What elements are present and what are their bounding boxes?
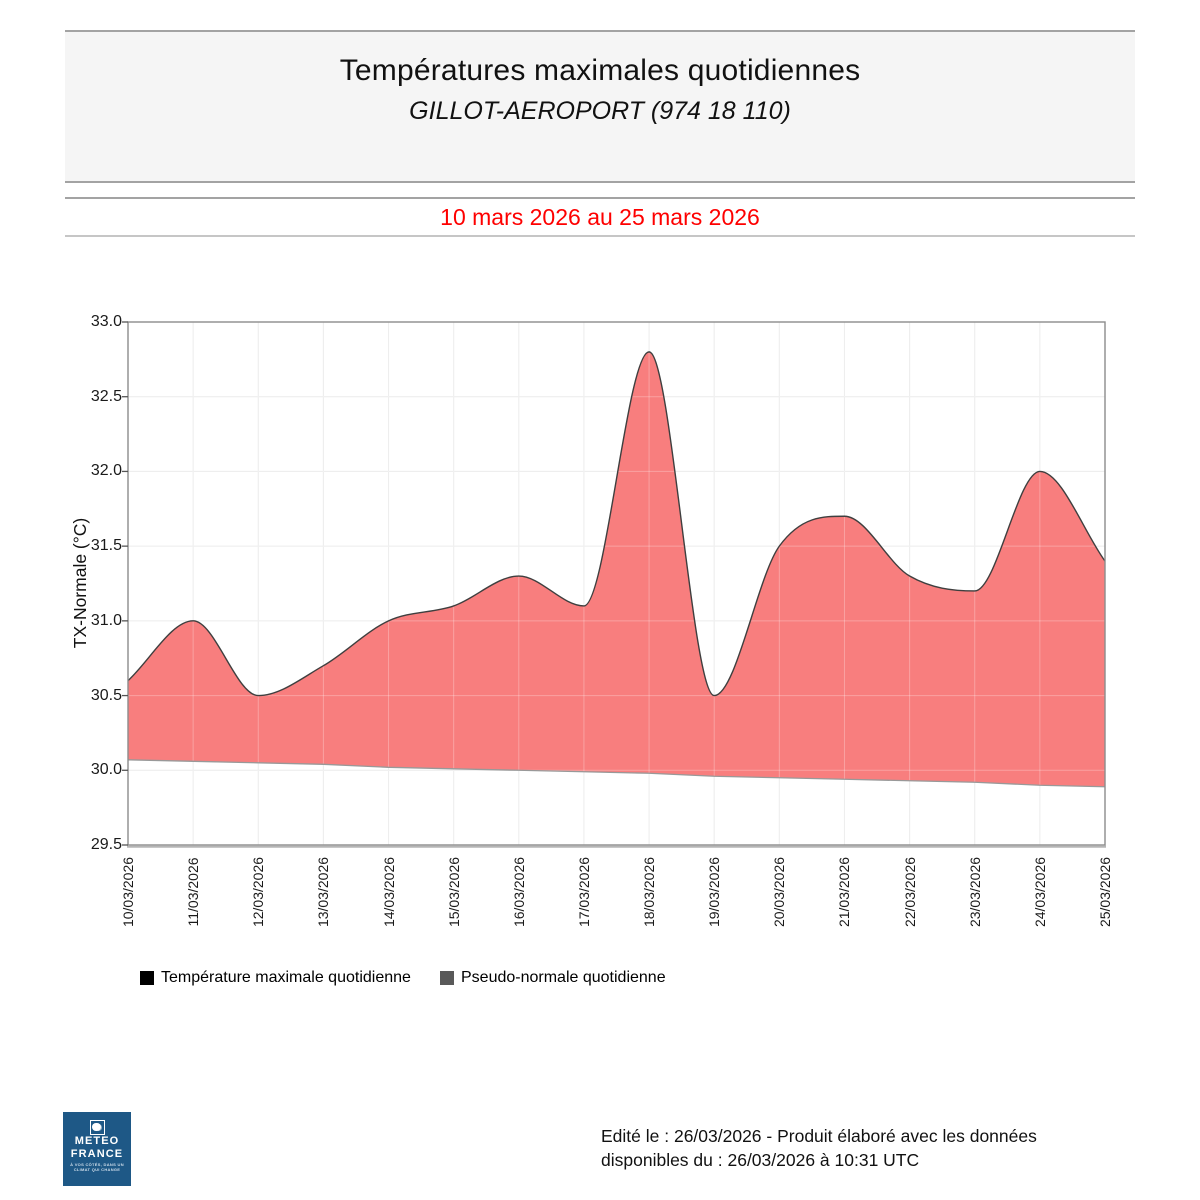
- legend-label-tx: Température maximale quotidienne: [161, 969, 411, 986]
- plot-frame: [127, 321, 1106, 846]
- period-band: 10 mars 2026 au 25 mars 2026: [65, 197, 1135, 237]
- tx-area-fill: [128, 351, 1105, 787]
- x-tick-label: 14/03/2026: [380, 856, 397, 928]
- x-tick-label: 10/03/2026: [120, 856, 136, 928]
- y-tick-label: 32.0: [90, 462, 122, 480]
- x-tick-label: 21/03/2026: [836, 856, 853, 928]
- y-axis-title: TX-Normale (°C): [70, 517, 90, 649]
- y-tick-label: 31.5: [90, 537, 122, 555]
- tx-max-line: [127, 351, 1106, 697]
- y-tick-label: 29.5: [90, 836, 122, 853]
- legend-swatch-tx: [140, 971, 154, 985]
- station-subtitle: GILLOT-AEROPORT (974 18 110): [409, 97, 791, 125]
- edition-note: Edité le : 26/03/2026 - Produit élaboré …: [601, 1125, 1037, 1172]
- y-tick-label: 30.5: [90, 686, 122, 704]
- legend-item-normale: Pseudo-normale quotidienne: [440, 965, 666, 991]
- logo-word-france: FRANCE: [70, 1147, 124, 1160]
- x-tick-label: 24/03/2026: [1031, 856, 1048, 928]
- meteo-france-logo: METEO FRANCE À VOS CÔTÉS, DANS UN CLIMAT…: [63, 1112, 131, 1186]
- report-header: Températures maximales quotidiennes GILL…: [65, 30, 1135, 183]
- x-tick-label: 12/03/2026: [250, 856, 267, 928]
- edition-note-line2: disponibles du : 26/03/2026 à 10:31 UTC: [601, 1149, 920, 1170]
- x-tick-label: 20/03/2026: [771, 856, 788, 928]
- legend-item-tx: Température maximale quotidienne: [140, 965, 411, 991]
- y-tick-label: 33.0: [90, 313, 122, 330]
- legend-label-normale: Pseudo-normale quotidienne: [461, 969, 666, 986]
- x-tick-label: 15/03/2026: [445, 856, 462, 928]
- edition-note-line1: Edité le : 26/03/2026 - Produit élaboré …: [601, 1126, 1037, 1146]
- x-tick-label: 23/03/2026: [966, 856, 983, 928]
- period-label: 10 mars 2026 au 25 mars 2026: [440, 203, 760, 230]
- x-tick-label: 13/03/2026: [315, 856, 332, 928]
- y-tick-label: 32.5: [90, 387, 122, 405]
- logo-word-meteo: METEO: [74, 1135, 120, 1147]
- logo-tagline: À VOS CÔTÉS, DANS UN CLIMAT QUI CHANGE: [70, 1162, 124, 1172]
- x-tick-label: 25/03/2026: [1097, 856, 1113, 928]
- meteo-france-globe-icon: [89, 1120, 105, 1135]
- y-tick-label: 30.0: [90, 761, 122, 779]
- x-tick-label: 17/03/2026: [575, 856, 592, 928]
- x-tick-label: 16/03/2026: [510, 856, 527, 928]
- x-tick-label: 18/03/2026: [641, 856, 658, 928]
- y-tick-label: 31.0: [90, 611, 122, 629]
- x-tick-label: 11/03/2026: [185, 857, 202, 927]
- page-title: Températures maximales quotidiennes: [339, 54, 861, 87]
- x-tick-label: 19/03/2026: [706, 856, 723, 928]
- pseudo-normale-line: [127, 759, 1106, 788]
- legend-swatch-normale: [440, 971, 454, 985]
- x-tick-label: 22/03/2026: [901, 856, 918, 928]
